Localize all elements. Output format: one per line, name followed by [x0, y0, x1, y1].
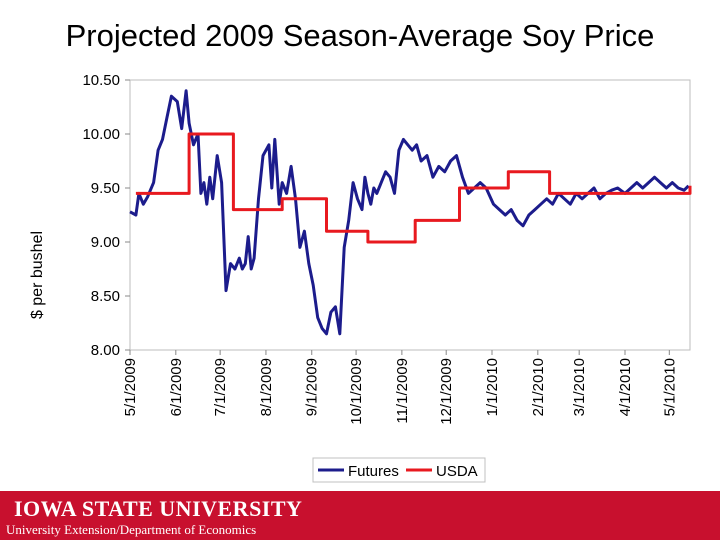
university-logo-text: IOWA STATE UNIVERSITY: [14, 496, 303, 521]
x-tick-label: 10/1/2009: [348, 358, 365, 425]
x-tick-label: 9/1/2009: [304, 358, 321, 416]
y-axis-label: $ per bushel: [29, 231, 46, 319]
plot-border: [129, 79, 691, 351]
plot-area: [129, 79, 691, 351]
y-tick-label: 8.50: [91, 288, 120, 305]
y-tick-label: 10.50: [82, 72, 120, 89]
y-tick-label: 10.00: [82, 126, 120, 143]
series-layer: [129, 89, 692, 336]
y-tick-label: 8.00: [91, 342, 120, 359]
y-tick-label: 9.00: [91, 234, 120, 251]
y-tick-label: 9.50: [91, 180, 120, 197]
footer-bar: IOWA STATE UNIVERSITY University Extensi…: [0, 491, 720, 540]
x-tick-label: 6/1/2009: [168, 358, 185, 416]
x-axis-ticks: 5/1/2009 6/1/2009 7/1/2009 8/1/2009 9/1/2009…: [122, 350, 678, 425]
department-name: University Extension/Department of Econo…: [6, 522, 257, 537]
x-tick-label: 11/1/2009: [394, 358, 411, 424]
x-tick-label: 5/1/2010: [661, 358, 678, 416]
slide-title: Projected 2009 Season-Average Soy Price: [65, 18, 655, 53]
x-tick-label: 8/1/2009: [258, 358, 275, 416]
y-axis-ticks: 8.00 8.50 9.00 9.50 10.00 10.50: [82, 72, 130, 359]
x-tick-label: 7/1/2009: [212, 358, 229, 416]
series-line-futures: [129, 89, 690, 336]
chart: $ per bushel 8.008.509.009.5010.0010.50 …: [29, 72, 692, 483]
x-tick-label: 12/1/2009: [438, 358, 455, 425]
x-tick-label: 1/1/2010: [484, 358, 501, 416]
x-tick-label: 4/1/2010: [617, 358, 634, 416]
x-tick-label: 3/1/2010: [571, 358, 588, 416]
legend-usda-label: USDA: [436, 463, 478, 480]
series-line-usda: [135, 132, 692, 244]
legend: Futures USDA: [312, 457, 486, 483]
legend-futures-label: Futures: [348, 463, 399, 480]
x-tick-label: 5/1/2009: [122, 358, 139, 416]
x-tick-label: 2/1/2010: [530, 358, 547, 416]
